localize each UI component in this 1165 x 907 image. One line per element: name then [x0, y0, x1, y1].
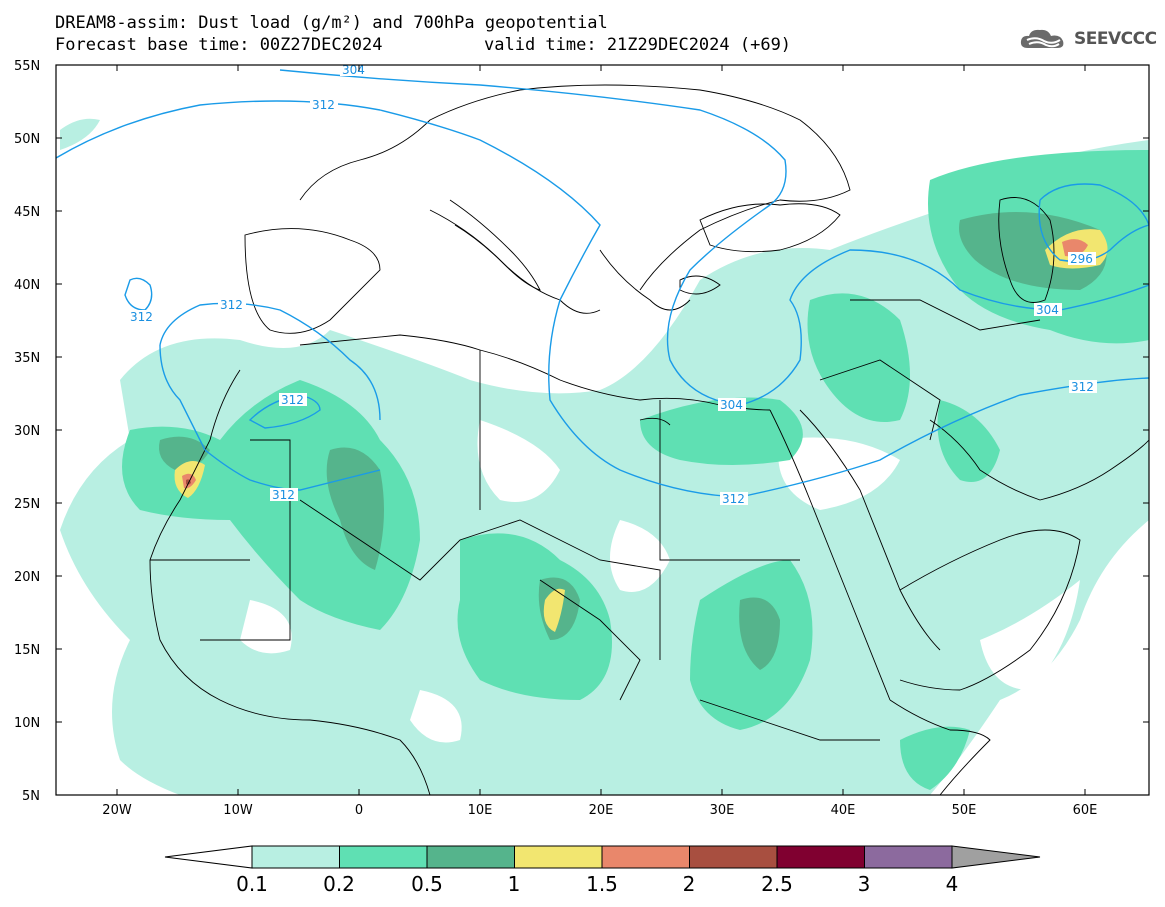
lat-label: 25N — [14, 497, 40, 512]
contour-label: 312 — [1071, 380, 1094, 394]
seevccc-logo: SEEVCCC — [1018, 26, 1157, 52]
colorbar-swatch — [339, 845, 428, 869]
lat-label: 10N — [14, 716, 40, 731]
geopotential-contours — [56, 69, 1149, 498]
lon-label: 30E — [710, 803, 735, 818]
contour-label: 312 — [130, 310, 153, 324]
lat-label: 55N — [14, 59, 40, 74]
contour-label: 304 — [1036, 303, 1059, 317]
cloud-icon — [1020, 29, 1064, 48]
lon-label: 50E — [952, 803, 977, 818]
lat-label: 40N — [14, 278, 40, 293]
colorbar-label: 1 — [508, 872, 521, 896]
contour-label: 304 — [720, 398, 743, 412]
lon-label: 40E — [831, 803, 856, 818]
lat-label: 30N — [14, 424, 40, 439]
lat-label: 35N — [14, 351, 40, 366]
colorbar-swatch — [776, 845, 865, 869]
contour-label: 312 — [220, 298, 243, 312]
lon-label: 20W — [102, 803, 132, 818]
colorbar-swatch — [426, 845, 515, 869]
colorbar-swatch — [601, 845, 690, 869]
colorbar-label: 0.1 — [236, 872, 268, 896]
lat-label: 5N — [22, 789, 40, 804]
colorbar-swatch — [864, 845, 953, 869]
contour-label: 312 — [281, 393, 304, 407]
dust-field — [60, 118, 1149, 795]
contour-labels: 304 312 312 312 312 312 304 312 296 304 … — [128, 63, 1097, 506]
colorbar-label: 2 — [683, 872, 696, 896]
lat-label: 15N — [14, 643, 40, 658]
lon-label: 20E — [589, 803, 614, 818]
lat-label: 20N — [14, 570, 40, 585]
colorbar-swatch — [514, 845, 603, 869]
contour-label: 312 — [722, 492, 745, 506]
colorbar-label: 3 — [858, 872, 871, 896]
lat-axis: 55N 50N 45N 40N 35N 30N 25N 20N 15N 10N … — [14, 59, 1149, 804]
lat-label: 50N — [14, 132, 40, 147]
colorbar-high-arrow — [951, 845, 1041, 869]
contour-label: 312 — [312, 98, 335, 112]
colorbar: 0.1 0.2 0.5 1 1.5 2 2.5 3 4 — [164, 845, 1041, 896]
lat-label: 45N — [14, 205, 40, 220]
colorbar-label: 4 — [946, 872, 959, 896]
valid-time: valid time: 21Z29DEC2024 (+69) — [484, 35, 792, 55]
colorbar-swatch — [251, 845, 340, 869]
contour-label: 296 — [1070, 252, 1093, 266]
logo-text: SEEVCCC — [1074, 29, 1157, 49]
colorbar-swatch — [689, 845, 778, 869]
colorbar-label: 2.5 — [761, 872, 793, 896]
forecast-base-time: Forecast base time: 00Z27DEC2024 — [55, 35, 383, 55]
colorbar-label: 0.2 — [323, 872, 355, 896]
coastlines — [149, 84, 1149, 795]
colorbar-label: 1.5 — [586, 872, 618, 896]
map-title: DREAM8-assim: Dust load (g/m²) and 700hP… — [55, 13, 608, 33]
colorbar-low-arrow — [164, 845, 253, 869]
colorbar-label: 0.5 — [411, 872, 443, 896]
lon-axis: 20W 10W 0 10E 20E 30E 40E 50E 60E — [102, 65, 1097, 818]
lon-label: 60E — [1073, 803, 1098, 818]
lon-label: 10W — [223, 803, 253, 818]
lon-label: 10E — [468, 803, 493, 818]
lon-label: 0 — [355, 803, 363, 818]
contour-label: 312 — [272, 488, 295, 502]
